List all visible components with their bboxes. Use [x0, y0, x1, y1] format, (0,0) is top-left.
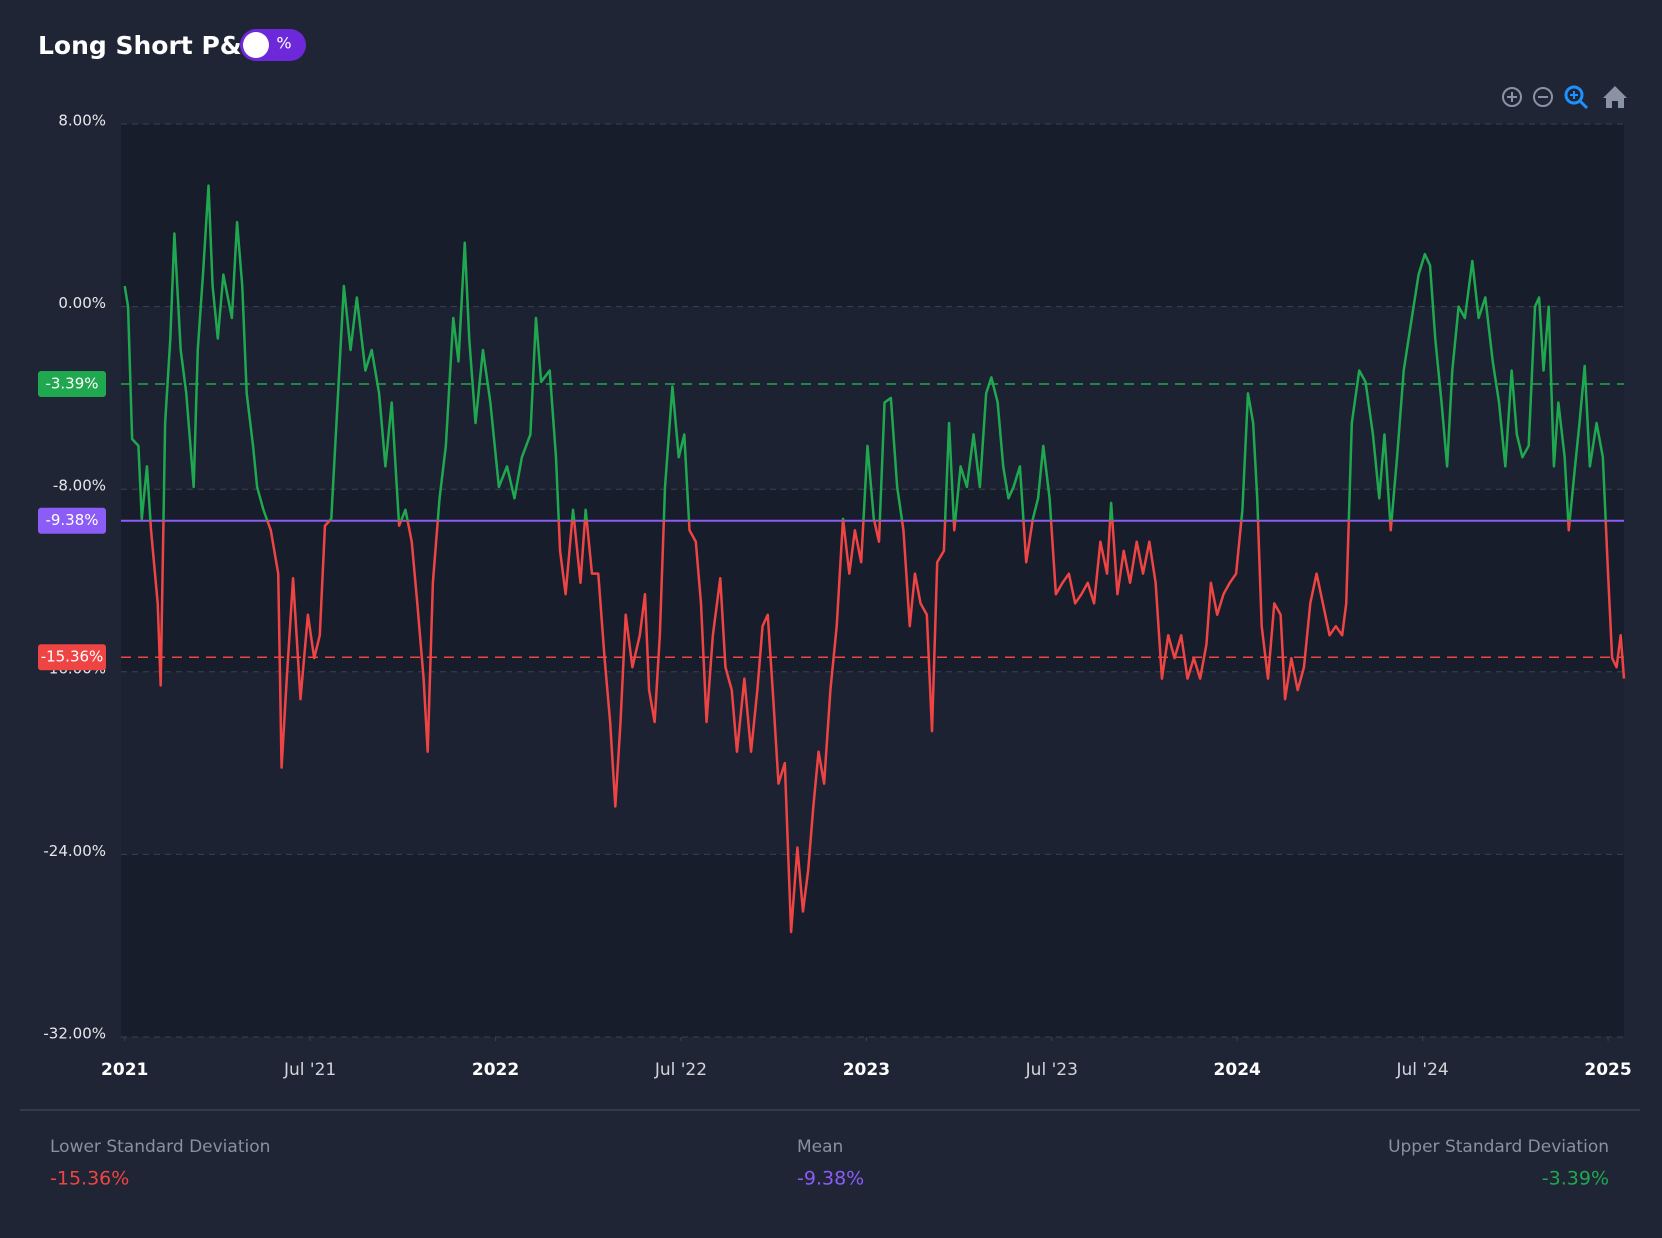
plot-band	[121, 124, 1624, 307]
toggle-knob[interactable]	[243, 32, 269, 58]
reference-badge-label: -3.39%	[45, 374, 98, 392]
zoom-toolbar	[1502, 85, 1627, 110]
chart-title: Long Short P&L	[38, 31, 258, 60]
y-tick-label: 0.00%	[58, 294, 106, 312]
reference-badge	[38, 370, 106, 397]
stat-name: Lower Standard Deviation	[50, 1137, 270, 1157]
unit-toggle[interactable]: %	[240, 29, 306, 61]
stat-value: -9.38%	[797, 1168, 864, 1190]
reference-badge	[38, 644, 106, 671]
stat-name: Upper Standard Deviation	[1388, 1137, 1609, 1157]
reference-badge-label: -15.36%	[41, 648, 104, 666]
y-tick-label: -24.00%	[43, 842, 106, 860]
stats-footer: Lower Standard Deviation -15.36% Mean -9.38…	[50, 1137, 1609, 1190]
pnl-line	[123, 184, 1626, 934]
x-tick-label: 2022	[472, 1060, 519, 1080]
stat-name: Mean	[797, 1137, 843, 1157]
plot-band	[121, 854, 1624, 1037]
y-tick-label: 8.00%	[58, 112, 106, 130]
reference-badge-label: -9.38%	[45, 511, 98, 529]
x-tick-label: 2024	[1214, 1060, 1261, 1080]
zoom-out-button[interactable]	[1533, 87, 1553, 107]
x-tick-label: 2021	[101, 1060, 148, 1080]
plot-band	[121, 671, 1624, 855]
reference-badge	[38, 507, 106, 534]
plot-band	[121, 489, 1624, 672]
x-tick-label: Jul '24	[1396, 1060, 1449, 1080]
stat-value: -15.36%	[50, 1168, 129, 1190]
stat-value: -3.39%	[1542, 1168, 1609, 1190]
plot-area: 8.00%0.00%-8.00%-16.00%-24.00%-32.00%202…	[38, 112, 1632, 1080]
x-tick-label: Jul '23	[1025, 1060, 1078, 1080]
y-tick-label: -8.00%	[53, 477, 106, 495]
zoom-in-button[interactable]	[1502, 87, 1522, 107]
toggle-label[interactable]: %	[276, 34, 291, 53]
plot-band	[121, 306, 1624, 490]
x-tick-label: 2023	[843, 1060, 890, 1080]
reset-zoom-button[interactable]	[1603, 86, 1627, 108]
x-tick-label: Jul '22	[654, 1060, 707, 1080]
x-tick-label: 2025	[1584, 1060, 1631, 1080]
selection-zoom-button[interactable]	[1564, 85, 1589, 110]
x-tick-label: Jul '21	[283, 1060, 336, 1080]
y-tick-label: -32.00%	[43, 1025, 106, 1043]
